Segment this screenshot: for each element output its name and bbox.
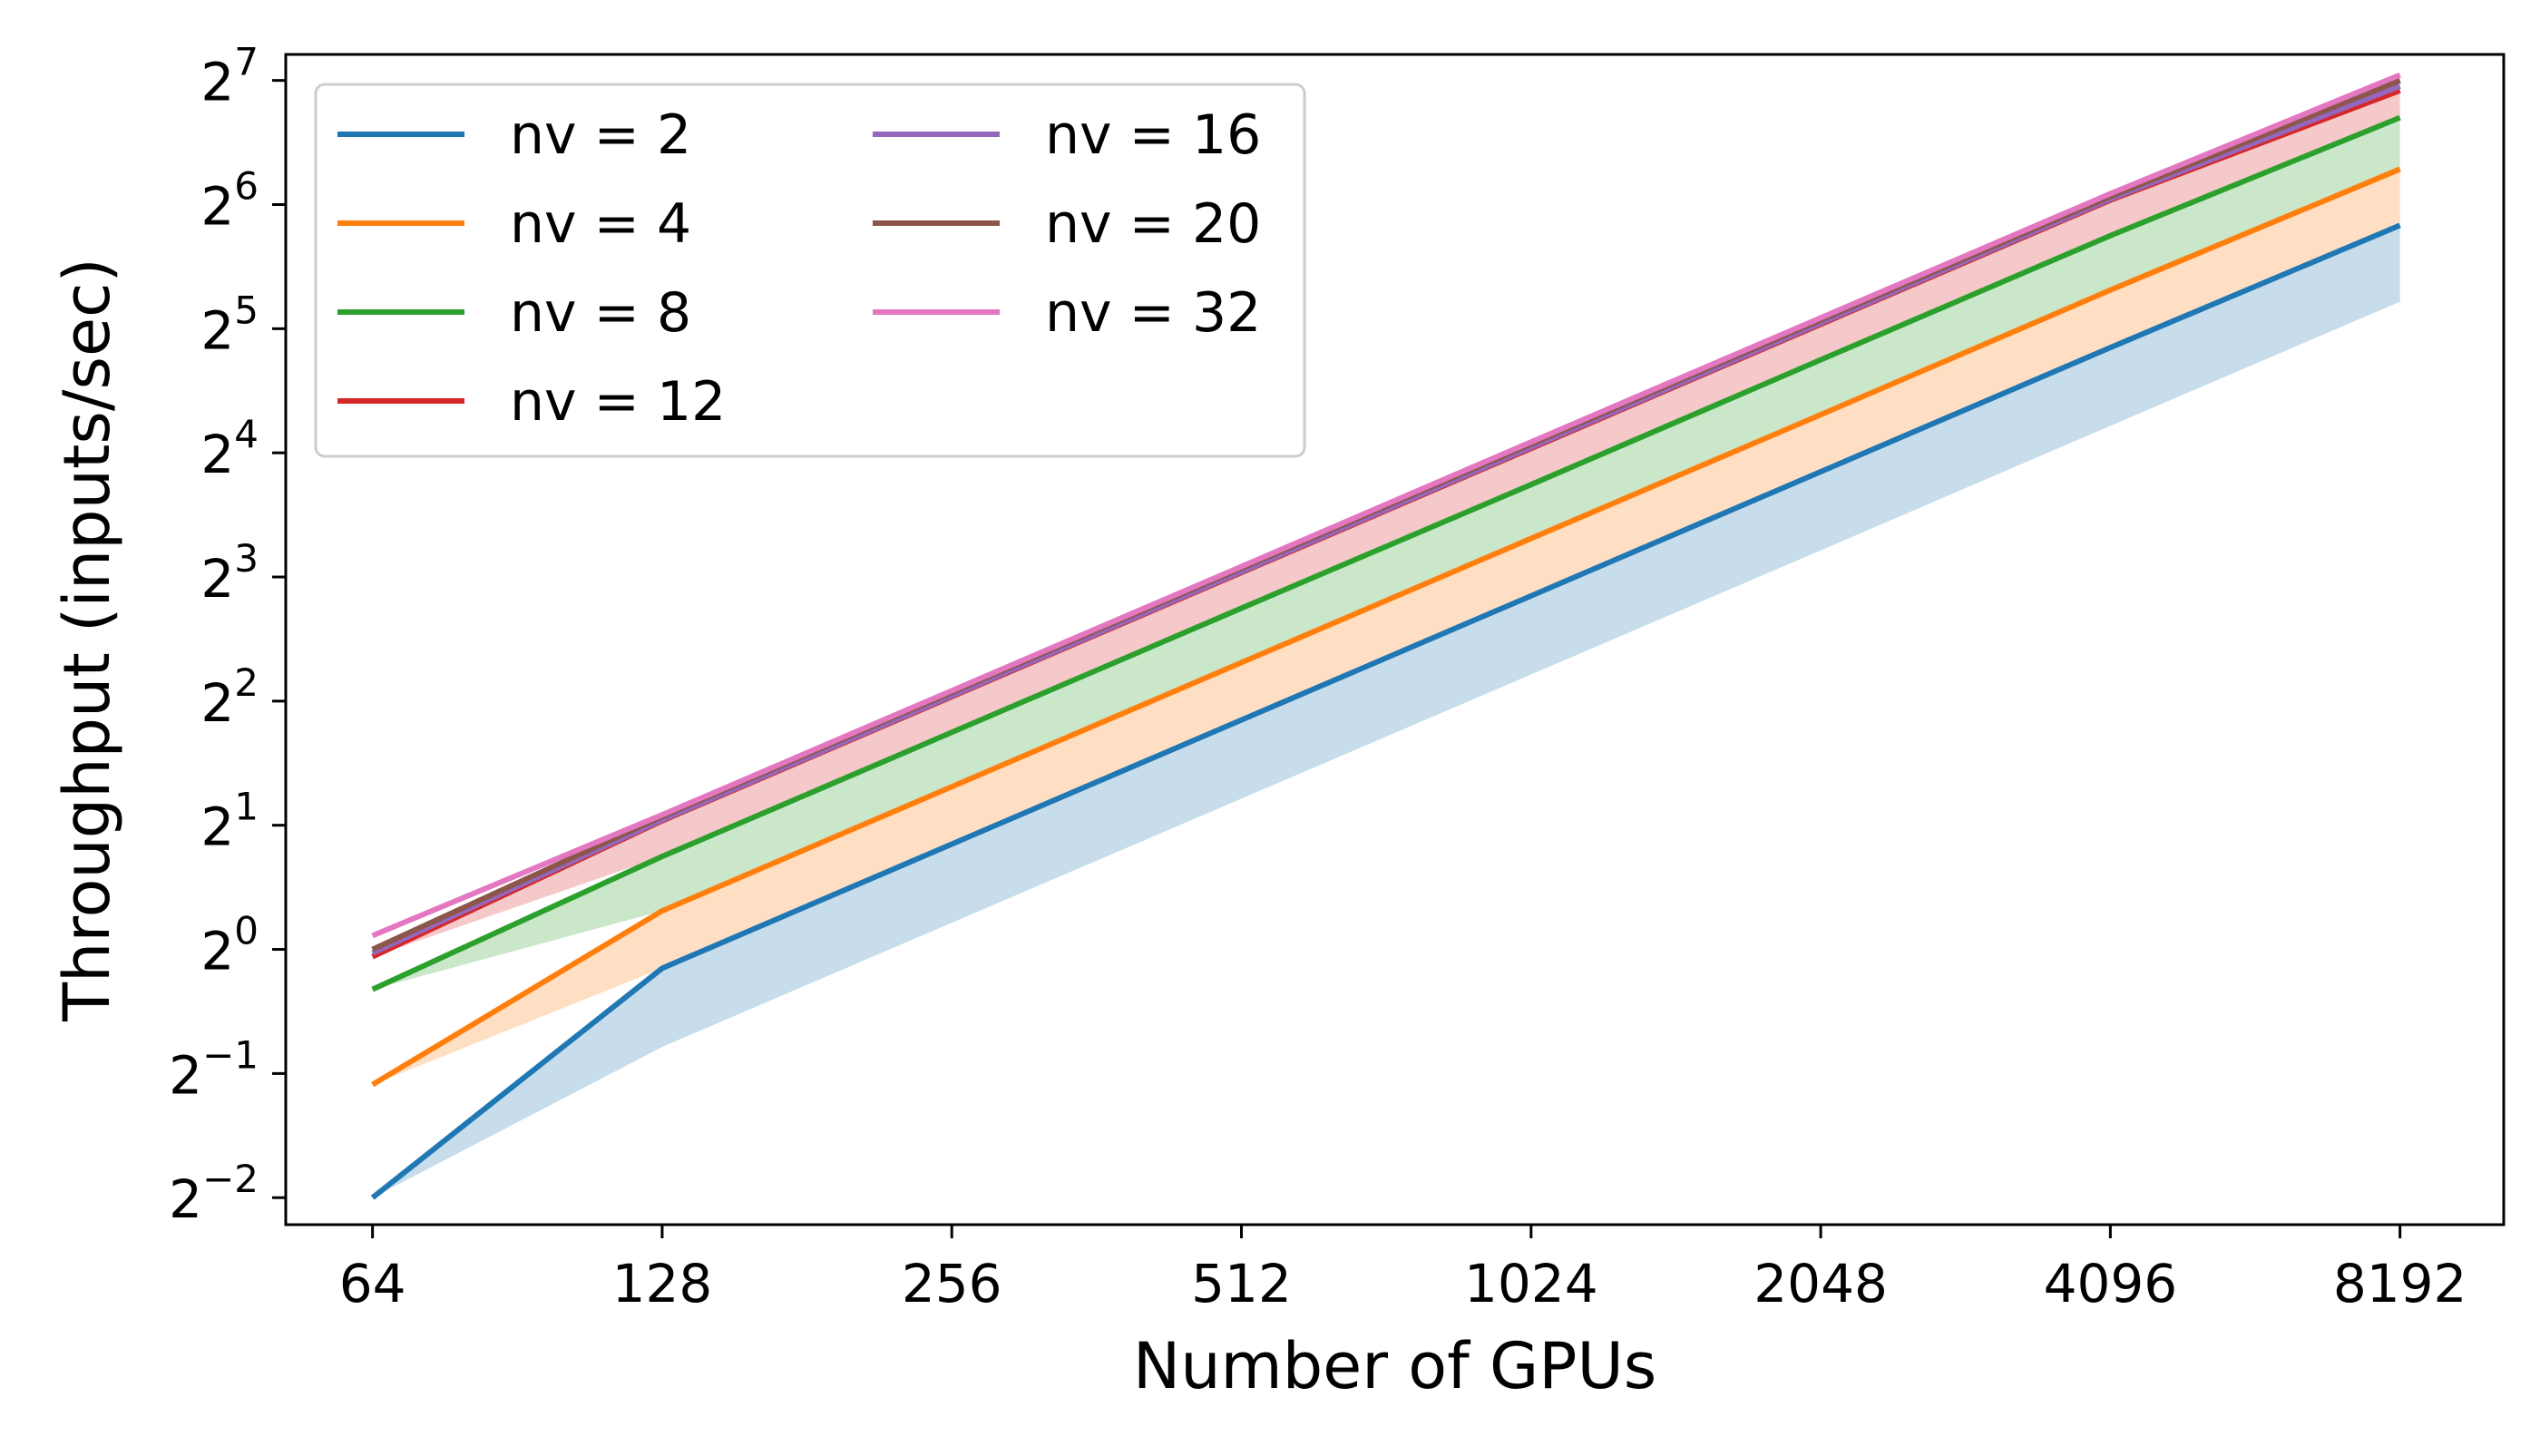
x-tick-label: 8192 bbox=[2333, 1253, 2467, 1314]
band-nv-8 bbox=[372, 117, 2400, 990]
y-tick-label: 21 bbox=[200, 785, 259, 858]
y-axis-ticks: 2−2 2−1 20 21 22 23 24 25 26 27 bbox=[169, 40, 286, 1230]
legend-item: nv = 8 bbox=[337, 281, 691, 345]
legend-item: nv = 4 bbox=[337, 192, 691, 256]
legend-box bbox=[314, 83, 1306, 458]
legend-item: nv = 12 bbox=[337, 370, 726, 434]
confidence-bands bbox=[372, 74, 2400, 1198]
y-tick-label: 22 bbox=[200, 660, 259, 734]
series-line-nv-4 bbox=[371, 166, 2401, 1088]
x-tick-label: 64 bbox=[339, 1253, 406, 1314]
plot-frame bbox=[284, 53, 2506, 1226]
x-tick-label: 1024 bbox=[1464, 1253, 1598, 1314]
legend-label: nv = 8 bbox=[510, 281, 691, 345]
x-tick-label: 512 bbox=[1191, 1253, 1292, 1314]
legend-label: nv = 12 bbox=[510, 370, 726, 434]
band-nv-4 bbox=[372, 169, 2400, 1085]
y-tick-label: 23 bbox=[200, 536, 259, 610]
x-tick-label: 128 bbox=[612, 1253, 713, 1314]
x-tick-label: 4096 bbox=[2044, 1253, 2178, 1314]
x-axis-ticks: 64 128 256 512 1024 2048 4096 8192 bbox=[339, 1225, 2467, 1314]
y-tick-label: 2−2 bbox=[169, 1157, 259, 1230]
series-lines bbox=[370, 72, 2401, 1200]
legend-item: nv = 2 bbox=[337, 103, 691, 167]
y-tick-label: 2−1 bbox=[169, 1032, 259, 1106]
y-axis-label: Throughput (inputs/sec) bbox=[50, 258, 124, 1022]
legend-label: nv = 2 bbox=[510, 103, 691, 167]
y-tick-label: 20 bbox=[200, 909, 259, 982]
x-tick-label: 2048 bbox=[1754, 1253, 1888, 1314]
x-tick-label: 256 bbox=[902, 1253, 1002, 1314]
y-tick-label: 25 bbox=[200, 288, 259, 361]
legend-item: nv = 20 bbox=[873, 192, 1261, 256]
legend-item: nv = 32 bbox=[873, 281, 1261, 345]
legend-label: nv = 32 bbox=[1045, 281, 1261, 345]
legend-item: nv = 16 bbox=[873, 103, 1261, 167]
y-tick-label: 24 bbox=[200, 412, 259, 485]
band-nv-12 bbox=[372, 90, 2400, 957]
series-line-nv-2 bbox=[370, 222, 2401, 1200]
band-nv-2 bbox=[372, 225, 2400, 1198]
legend-label: nv = 20 bbox=[1045, 192, 1261, 256]
series-line-nv-32 bbox=[371, 72, 2401, 939]
x-axis-label: Number of GPUs bbox=[1133, 1329, 1656, 1403]
y-tick-label: 26 bbox=[200, 164, 259, 238]
y-tick-label: 27 bbox=[200, 40, 259, 113]
legend: nv = 2 nv = 4 nv = 8 nv = 12 nv = 16 nv = 20 n… bbox=[314, 83, 1306, 458]
series-line-nv-8 bbox=[371, 114, 2401, 992]
legend-label: nv = 16 bbox=[1045, 103, 1261, 167]
legend-label: nv = 4 bbox=[510, 192, 691, 256]
